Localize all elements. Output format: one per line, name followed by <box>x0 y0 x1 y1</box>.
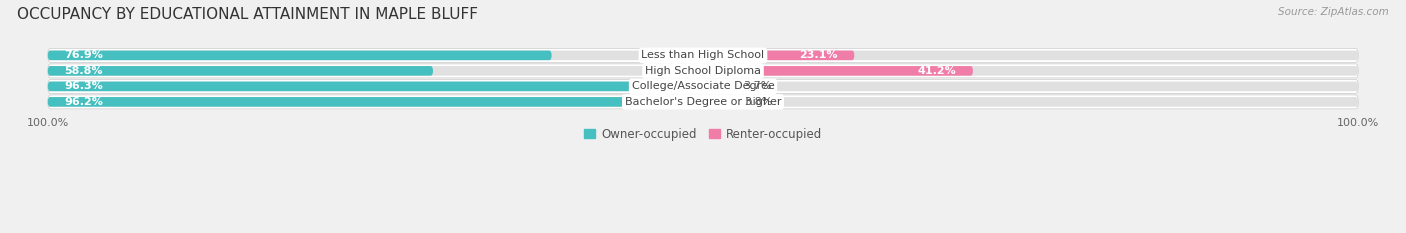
Text: 76.9%: 76.9% <box>65 50 103 60</box>
FancyBboxPatch shape <box>48 64 1358 78</box>
FancyBboxPatch shape <box>48 66 433 76</box>
FancyBboxPatch shape <box>703 66 973 76</box>
FancyBboxPatch shape <box>48 82 1358 91</box>
Text: 3.8%: 3.8% <box>744 97 773 107</box>
Text: Source: ZipAtlas.com: Source: ZipAtlas.com <box>1278 7 1389 17</box>
Text: 96.3%: 96.3% <box>65 81 103 91</box>
Text: High School Diploma: High School Diploma <box>645 66 761 76</box>
Text: 41.2%: 41.2% <box>918 66 956 76</box>
FancyBboxPatch shape <box>703 51 855 60</box>
Text: 23.1%: 23.1% <box>800 50 838 60</box>
FancyBboxPatch shape <box>703 82 727 91</box>
FancyBboxPatch shape <box>48 82 679 91</box>
FancyBboxPatch shape <box>48 95 1358 109</box>
Text: Less than High School: Less than High School <box>641 50 765 60</box>
Text: 58.8%: 58.8% <box>65 66 103 76</box>
Text: 3.7%: 3.7% <box>744 81 772 91</box>
Text: Bachelor's Degree or higher: Bachelor's Degree or higher <box>624 97 782 107</box>
FancyBboxPatch shape <box>48 97 678 107</box>
FancyBboxPatch shape <box>48 48 1358 62</box>
Text: College/Associate Degree: College/Associate Degree <box>631 81 775 91</box>
FancyBboxPatch shape <box>48 66 1358 76</box>
Text: OCCUPANCY BY EDUCATIONAL ATTAINMENT IN MAPLE BLUFF: OCCUPANCY BY EDUCATIONAL ATTAINMENT IN M… <box>17 7 478 22</box>
FancyBboxPatch shape <box>703 97 728 107</box>
FancyBboxPatch shape <box>48 51 551 60</box>
FancyBboxPatch shape <box>48 97 1358 107</box>
Text: 96.2%: 96.2% <box>65 97 103 107</box>
Legend: Owner-occupied, Renter-occupied: Owner-occupied, Renter-occupied <box>583 128 823 141</box>
FancyBboxPatch shape <box>48 51 1358 60</box>
FancyBboxPatch shape <box>48 79 1358 93</box>
